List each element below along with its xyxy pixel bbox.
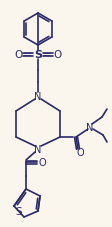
Text: =: = xyxy=(23,50,32,60)
Text: N: N xyxy=(86,122,93,132)
Text: O: O xyxy=(38,157,45,167)
Text: O: O xyxy=(53,50,62,60)
Text: O: O xyxy=(14,50,22,60)
Text: S: S xyxy=(34,50,42,60)
Text: O: O xyxy=(75,147,83,157)
Text: N: N xyxy=(34,144,41,154)
Text: =: = xyxy=(42,50,51,60)
Text: N: N xyxy=(34,92,41,101)
Text: S: S xyxy=(16,207,22,217)
